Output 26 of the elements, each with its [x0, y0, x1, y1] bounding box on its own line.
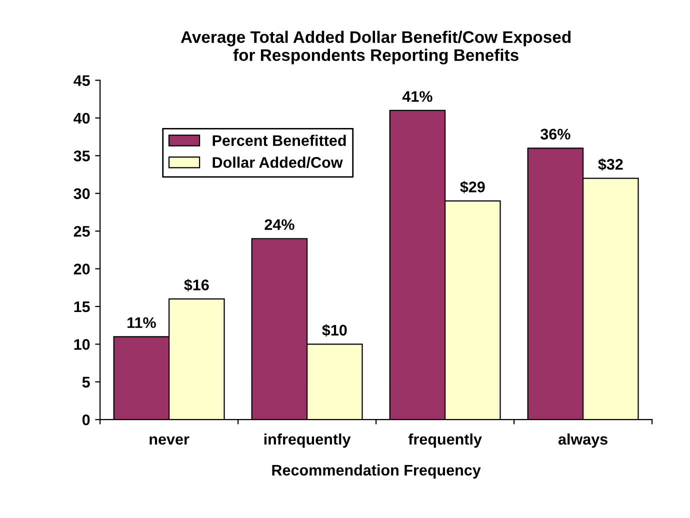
- x-tick-label: frequently: [408, 433, 482, 448]
- data-label: 24%: [264, 219, 294, 230]
- data-label: 41%: [402, 91, 432, 102]
- data-label: $32: [598, 158, 623, 171]
- y-tick-label: 0: [82, 414, 90, 426]
- y-tick-label: 10: [74, 339, 90, 350]
- y-tick-label: 40: [74, 112, 90, 124]
- chart-title: Average Total Added Dollar Benefit/Cow Exposed for Respondents Reporting Benefits: [180, 30, 571, 64]
- y-tick-label: 35: [74, 150, 90, 162]
- legend-label: Percent Benefitted: [212, 134, 346, 146]
- y-tick-label: 20: [74, 264, 90, 274]
- y-tick-label: 5: [82, 376, 90, 388]
- y-tick-label: 25: [74, 226, 90, 237]
- data-label: $29: [460, 180, 485, 194]
- y-tick-label: 30: [74, 188, 90, 200]
- y-tick-label: 45: [74, 75, 90, 86]
- data-label: $16: [184, 278, 209, 292]
- legend-label: Dollar Added/Cow: [212, 156, 343, 168]
- x-tick-label: infrequently: [264, 433, 351, 448]
- data-label: 11%: [128, 317, 156, 328]
- y-tick-label: 15: [74, 302, 90, 312]
- x-axis-title: Recommendation Frequency: [272, 464, 481, 479]
- x-tick-label: always: [558, 433, 608, 448]
- data-label: 36%: [540, 128, 570, 140]
- data-label: $10: [322, 324, 347, 337]
- x-tick-label: never: [150, 436, 190, 445]
